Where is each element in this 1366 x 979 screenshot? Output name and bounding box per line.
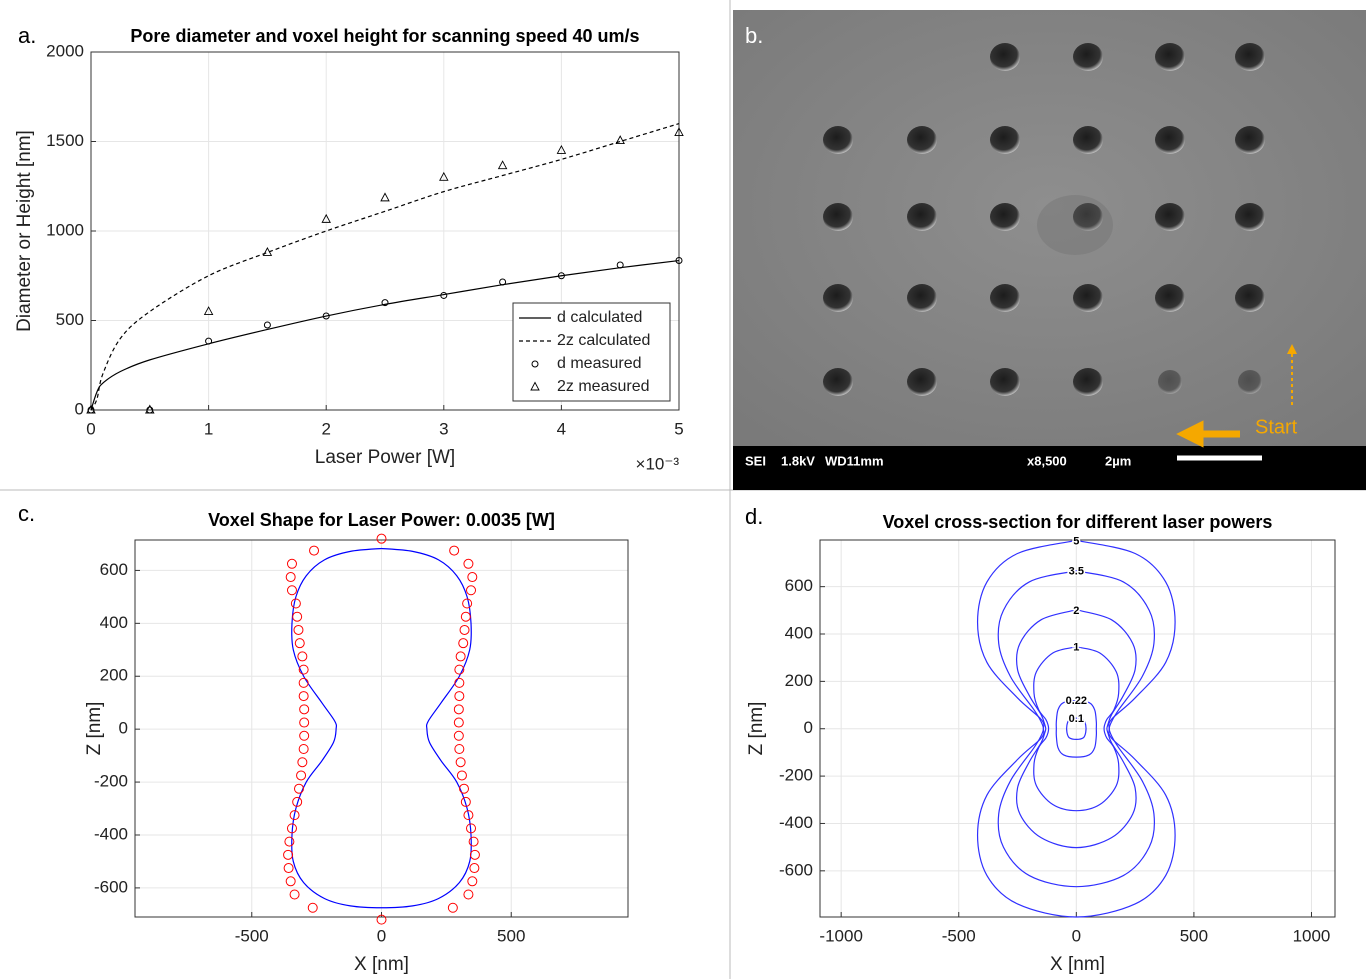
hole [1073,284,1103,312]
sem-image: b. SEI 1.8kV WD11mm x8,500 2µm Start [733,10,1366,490]
hole [1073,368,1103,396]
x-tick-label: 500 [497,926,525,945]
y-tick-label: -400 [94,824,128,843]
contour-label: 0.22 [1066,695,1087,707]
info-field: SEI [745,453,766,468]
hole [990,203,1020,231]
chart-title: Pore diameter and voxel height for scann… [130,26,639,46]
hole [1155,126,1185,154]
hole [1235,43,1265,71]
legend-label: d measured [557,355,642,372]
contour-label: 5 [1073,535,1079,547]
x-tick-label: 4 [557,419,566,438]
annotation: Start [1255,416,1298,438]
y-tick-label: -400 [779,813,813,832]
y-tick-label: 1000 [46,220,84,239]
contour-label: 3.5 [1069,566,1084,578]
x-tick-label: 5 [674,419,683,438]
hole [823,126,853,154]
figure: b. SEI 1.8kV WD11mm x8,500 2µm Start 0 1 2… [0,0,1366,979]
contour-label: 0.1 [1069,713,1084,725]
x-tick-label: 0 [86,419,95,438]
panel-label: a. [18,23,36,48]
hole [823,368,853,396]
hole [907,368,937,396]
x-axis-label: X [nm] [1050,954,1105,975]
info-field: WD11mm [825,453,884,468]
x-tick-label: 0 [1072,926,1081,945]
hole [1238,370,1262,394]
hole [990,284,1020,312]
contour-label: 2 [1073,605,1079,617]
y-tick-label: 1500 [46,131,84,150]
hole [823,203,853,231]
x-axis-label: X [nm] [354,954,409,975]
x-tick-label: -500 [942,926,976,945]
x-tick-label: 1000 [1293,926,1331,945]
hole [1073,43,1103,71]
y-tick-label: -600 [94,877,128,896]
y-tick-label: 400 [100,613,128,632]
y-axis-label: Z [nm] [746,702,767,756]
panel-label: c. [18,501,35,526]
x-tick-label: -500 [235,926,269,945]
x-exponent: ×10⁻³ [636,454,680,473]
hole [907,203,937,231]
hole [1235,203,1265,231]
hole [823,284,853,312]
y-axis-label: Z [nm] [84,702,105,756]
y-tick-label: 0 [119,719,128,738]
y-tick-label: -600 [779,860,813,879]
y-tick-label: -200 [779,766,813,785]
y-tick-label: 2000 [46,41,84,60]
x-tick-label: 3 [439,419,448,438]
chart-title: Voxel Shape for Laser Power: 0.0035 [W] [208,510,555,530]
hole [1235,126,1265,154]
x-tick-label: 1 [204,419,213,438]
y-tick-label: -200 [94,772,128,791]
y-tick-label: 0 [804,718,813,737]
x-tick-label: -1000 [819,926,862,945]
x-tick-label: 500 [1180,926,1208,945]
hole [1155,43,1185,71]
panel-label: d. [745,504,763,529]
hole [1158,370,1182,394]
x-tick-label: 0 [377,926,386,945]
y-tick-label: 600 [100,560,128,579]
x-tick-label: 2 [321,419,330,438]
y-tick-label: 400 [785,623,813,642]
contour-label: 1 [1073,642,1079,654]
chart-title: Voxel cross-section for different laser … [883,512,1273,532]
hole [990,43,1020,71]
hole [990,126,1020,154]
hole [1073,126,1103,154]
y-tick-label: 0 [75,399,84,418]
shadow [1037,195,1113,255]
hole [907,126,937,154]
legend-label: 2z calculated [557,332,650,349]
info-field: 1.8kV [781,453,815,468]
panel-label: b. [745,23,763,48]
hole [990,368,1020,396]
y-tick-label: 200 [785,671,813,690]
info-field: x8,500 [1027,453,1067,468]
hole [1155,284,1185,312]
y-axis-label: Diameter or Height [nm] [14,130,35,332]
hole [1235,284,1265,312]
legend-label: d calculated [557,309,642,326]
hole [1155,203,1185,231]
y-tick-label: 600 [785,576,813,595]
hole [907,284,937,312]
y-tick-label: 500 [56,310,84,329]
x-axis-label: Laser Power [W] [315,447,455,468]
info-field: 2µm [1105,453,1131,468]
legend-label: 2z measured [557,378,650,395]
y-tick-label: 200 [100,666,128,685]
